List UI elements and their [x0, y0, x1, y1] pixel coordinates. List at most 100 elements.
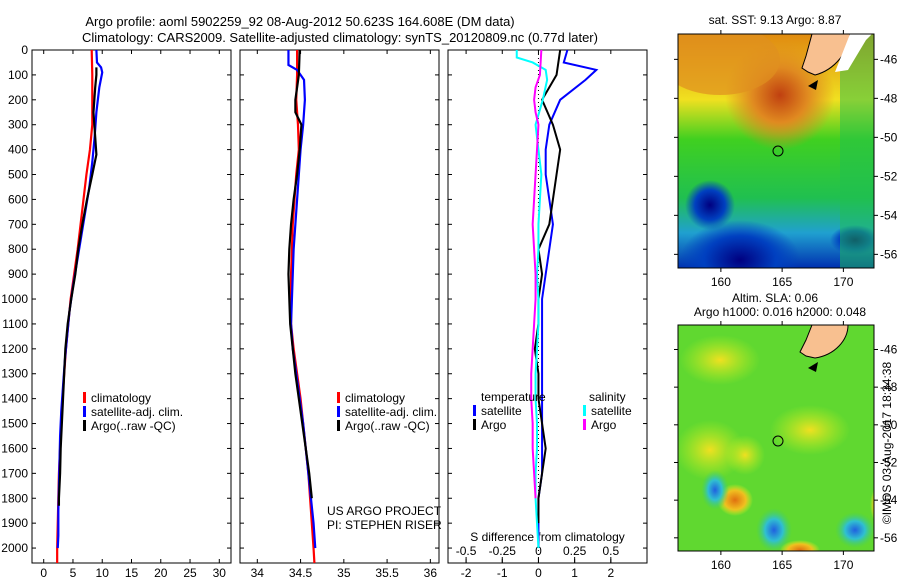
pi-credit: PI: STEPHEN RISER — [327, 518, 442, 532]
map-x-tick-label: 165 — [772, 558, 792, 572]
y-tick-label: 400 — [8, 143, 28, 157]
s-tick-label: -0.5 — [456, 544, 477, 558]
plot-frame — [448, 50, 647, 563]
sst-map-title: sat. SST: 9.13 Argo: 8.87 — [709, 13, 842, 27]
y-tick-label: 1500 — [1, 417, 28, 431]
legend-swatch — [83, 406, 86, 417]
legend-swatch — [83, 392, 86, 403]
x-tick-label: 0 — [535, 566, 542, 580]
map-y-tick-label: -46 — [880, 52, 898, 66]
x-tick-label: 5 — [70, 566, 77, 580]
y-tick-label: 1000 — [1, 292, 28, 306]
map-y-tick-label: -46 — [880, 342, 898, 356]
legend-label: Argo(..raw -QC) — [345, 419, 430, 433]
s-tick-label: 0.25 — [563, 544, 587, 558]
legend: climatologysatellite-adj. clim.Argo(..ra… — [337, 391, 437, 433]
x-tick-label: 1 — [571, 566, 578, 580]
legend-swatch — [473, 419, 476, 430]
x-tick-label: 34.5 — [289, 566, 313, 580]
imos-timestamp: ©IMOS 03-Aug-2017 18:34:38 — [880, 362, 894, 525]
series-satellite — [58, 50, 102, 548]
panel-difference: -2-1012T difference from climatology-0.5… — [448, 50, 647, 580]
y-tick-label: 2000 — [1, 541, 28, 555]
map-y-tick-label: -50 — [880, 130, 898, 144]
project-credit: US ARGO PROJECT — [327, 504, 442, 518]
legend-label: satellite-adj. clim. — [91, 405, 183, 419]
sla-map-subtitle: Argo h1000: 0.016 h2000: 0.048 — [694, 305, 866, 319]
legend-group-title: temperature — [481, 390, 546, 404]
legend-swatch — [473, 405, 476, 416]
y-tick-label: 0 — [21, 43, 28, 57]
y-tick-label: 1600 — [1, 441, 28, 455]
map-x-tick-label: 170 — [833, 558, 853, 572]
plot-frame — [240, 50, 439, 563]
map-y-tick-label: -54 — [880, 208, 898, 222]
y-tick-label: 900 — [8, 267, 28, 281]
legend-swatch — [583, 405, 586, 416]
legend-label: Argo — [591, 418, 617, 432]
x-tick-label: 35.5 — [375, 566, 399, 580]
y-tick-label: 600 — [8, 192, 28, 206]
legend-label: satellite-adj. clim. — [345, 405, 437, 419]
y-tick-label: 800 — [8, 242, 28, 256]
s-tick-label: 0.5 — [602, 544, 619, 558]
x-tick-label: -1 — [497, 566, 508, 580]
x-tick-label: 0 — [40, 566, 47, 580]
series-temperature-satellite — [538, 50, 596, 548]
y-tick-label: 100 — [8, 68, 28, 82]
y-tick-label: 1400 — [1, 392, 28, 406]
y-tick-label: 500 — [8, 168, 28, 182]
legend-swatch — [337, 406, 340, 417]
x-tick-label: 36 — [424, 566, 438, 580]
map-y-tick-label: -56 — [880, 247, 898, 261]
sla-map: Altim. SLA: 0.06 Argo h1000: 0.016 h2000… — [674, 291, 898, 572]
plot-frame — [32, 50, 231, 563]
argo-profile-figure: Argo profile: aoml 5902259_92 08-Aug-201… — [0, 0, 900, 580]
y-tick-label: 1800 — [1, 491, 28, 505]
x-tick-label: 2 — [607, 566, 614, 580]
legend-label: Argo — [481, 418, 507, 432]
map-x-tick-label: 170 — [833, 275, 853, 289]
y-tick-label: 1100 — [2, 317, 28, 331]
y-tick-label: 1300 — [1, 367, 28, 381]
legend-swatch — [337, 420, 340, 431]
panel-temperature: 0100200300400500600700800900100011001200… — [1, 43, 231, 580]
legend-swatch — [583, 419, 586, 430]
map-y-tick-label: -56 — [880, 531, 898, 545]
map-x-tick-label: 160 — [711, 275, 731, 289]
x-tick-label: -2 — [461, 566, 472, 580]
legend-group-title: salinity — [589, 390, 626, 404]
map-x-tick-label: 160 — [711, 558, 731, 572]
panel-salinity: 3434.53535.536salinityclimatologysatelli… — [240, 50, 439, 580]
s-axis-label: S difference from climatology — [470, 530, 625, 544]
legend-label: Argo(..raw -QC) — [91, 419, 176, 433]
legend-swatch — [83, 420, 86, 431]
s-tick-label: -0.25 — [489, 544, 517, 558]
y-tick-label: 300 — [8, 118, 28, 132]
x-tick-label: 30 — [213, 566, 227, 580]
y-tick-label: 1900 — [1, 516, 28, 530]
legend-label: climatology — [91, 391, 151, 405]
y-tick-label: 700 — [8, 217, 28, 231]
y-tick-label: 1200 — [1, 342, 28, 356]
sst-map: sat. SST: 9.13 Argo: 8.87 160 165 170 -46 -4… — [660, 13, 898, 300]
x-tick-label: 10 — [96, 566, 110, 580]
x-tick-label: 15 — [125, 566, 139, 580]
legend: climatologysatellite-adj. clim.Argo(..ra… — [83, 391, 183, 433]
sla-map-title: Altim. SLA: 0.06 — [732, 291, 818, 305]
y-tick-label: 1700 — [1, 466, 28, 480]
x-tick-label: 34 — [251, 566, 265, 580]
map-y-tick-label: -48 — [880, 91, 898, 105]
series-climatology — [57, 50, 92, 563]
x-tick-label: 35 — [337, 566, 351, 580]
x-tick-label: 25 — [183, 566, 197, 580]
sst-field — [660, 25, 880, 300]
legend-label: climatology — [345, 391, 405, 405]
legend: temperaturesatelliteArgosalinitysatellit… — [473, 390, 632, 432]
legend-label: satellite — [591, 404, 632, 418]
legend-swatch — [337, 392, 340, 403]
x-tick-label: 20 — [154, 566, 168, 580]
figure-title-line2: Climatology: CARS2009. Satellite-adjuste… — [82, 30, 598, 45]
legend-label: satellite — [481, 404, 522, 418]
map-x-tick-label: 165 — [772, 275, 792, 289]
